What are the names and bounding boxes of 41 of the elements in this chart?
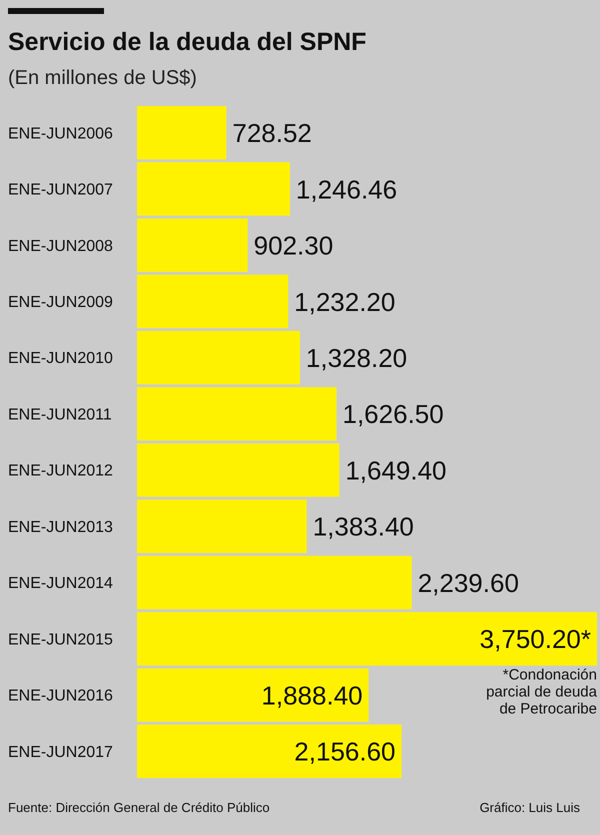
chart-subtitle: (En millones de US$)	[8, 67, 197, 89]
y-tick-label: ENE-JUN2012	[8, 462, 114, 480]
chart-title: Servicio de la deuda del SPNF	[8, 28, 366, 56]
bar	[137, 106, 226, 160]
data-label: 1,383.40	[312, 512, 414, 542]
y-tick-label: ENE-JUN2009	[8, 294, 114, 312]
bar	[137, 162, 290, 216]
y-tick-label: ENE-JUN2014	[8, 575, 114, 592]
bar	[137, 443, 340, 497]
y-tick-label: ENE-JUN2013	[8, 518, 114, 536]
data-label: 902.30	[254, 230, 334, 261]
data-label: 1,626.50	[342, 399, 444, 430]
data-label: 1,246.46	[296, 174, 398, 204]
y-tick-label: ENE-JUN2017	[8, 744, 114, 761]
y-tick-label: ENE-JUN2008	[8, 238, 114, 255]
y-tick-label: ENE-JUN2016	[8, 688, 114, 705]
bar	[137, 330, 300, 384]
bar	[137, 500, 307, 554]
bar	[137, 274, 288, 328]
data-label: 3,750.20*	[480, 624, 591, 654]
text: Gráfico: Luis Luis	[480, 800, 580, 815]
bar	[137, 218, 248, 272]
bar	[137, 556, 412, 610]
data-label: 1,328.20	[306, 343, 408, 374]
data-label: 1,888.40	[261, 680, 363, 710]
data-label: 2,156.60	[294, 736, 396, 767]
y-tick-label: ENE-JUN2007	[8, 182, 114, 199]
y-tick-label: ENE-JUN2006	[8, 125, 114, 142]
annotation: *Condonación parcial de deuda de Petrocaribe	[486, 666, 598, 718]
source-note: Fuente: Dirección General de Crédito Público	[8, 800, 270, 815]
bar	[137, 724, 402, 778]
bar	[137, 387, 337, 441]
y-tick-label: ENE-JUN2015	[8, 631, 114, 648]
data-label: 728.52	[232, 118, 312, 148]
bar	[137, 612, 597, 666]
data-label: 2,239.60	[418, 568, 519, 598]
bar	[137, 668, 369, 722]
y-tick-label: ENE-JUN2011	[8, 406, 112, 424]
data-label: 1,232.20	[294, 286, 396, 317]
data-label: 1,649.40	[345, 455, 447, 486]
y-tick-label: ENE-JUN2010	[8, 350, 114, 368]
